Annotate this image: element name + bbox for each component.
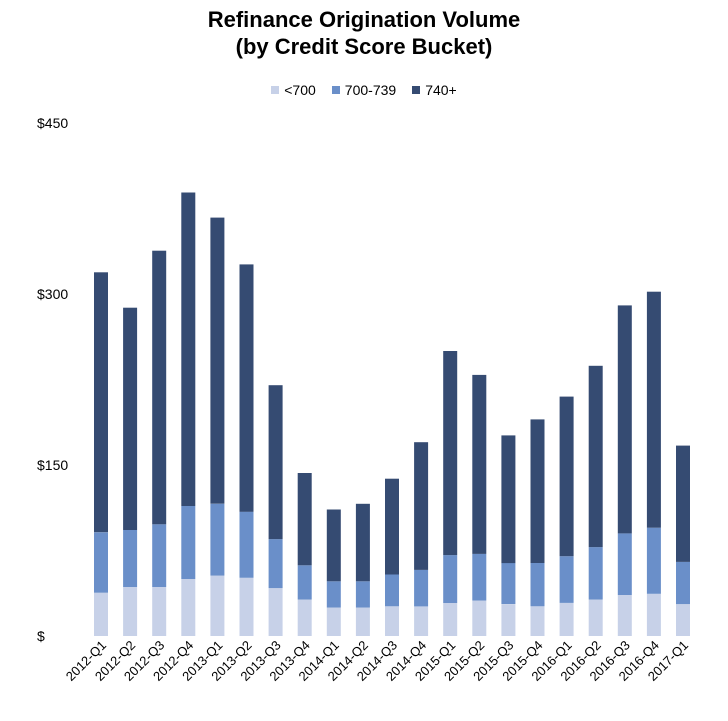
legend-item-740-plus: 740+ — [412, 82, 457, 98]
bar-segment-740-plus — [210, 217, 225, 504]
bar-segment-700-739 — [588, 547, 603, 600]
bar-segment-740-plus — [646, 291, 661, 528]
bar-segment-700-739 — [617, 533, 632, 595]
bar-segment-below-700 — [530, 606, 545, 636]
bar-segment-740-plus — [152, 250, 167, 525]
bar-segment-740-plus — [617, 305, 632, 534]
bar-segment-700-739 — [268, 539, 283, 589]
bar-segment-700-739 — [239, 511, 254, 578]
bar-segment-740-plus — [676, 445, 690, 562]
bar-segment-700-739 — [94, 532, 108, 593]
bar-segment-below-700 — [152, 587, 167, 636]
bar-segment-below-700 — [414, 606, 429, 636]
bar-segment-700-739 — [414, 569, 429, 607]
bar-segment-700-739 — [297, 565, 312, 600]
bar-segment-740-plus — [239, 264, 254, 512]
bar-segment-740-plus — [501, 435, 516, 564]
bar-segment-740-plus — [530, 419, 545, 563]
bar-segment-740-plus — [181, 192, 196, 506]
legend-label-740-plus: 740+ — [425, 82, 457, 98]
bar-segment-700-739 — [181, 506, 196, 579]
y-tick-label: $ — [37, 628, 45, 644]
y-tick-label: $450 — [37, 115, 68, 131]
bar-segment-740-plus — [94, 272, 108, 533]
legend-swatch-below-700 — [271, 86, 280, 94]
bar-segment-below-700 — [94, 592, 108, 636]
legend-label-700-739: 700-739 — [344, 82, 397, 98]
y-tick-label: $300 — [37, 286, 68, 302]
legend-swatch-740-plus — [412, 86, 421, 94]
bar-segment-below-700 — [472, 600, 487, 636]
bar-segment-740-plus — [355, 503, 370, 582]
bar-segment-700-739 — [559, 556, 574, 603]
legend-item-below-700: <700 — [271, 82, 316, 98]
legend-item-700-739: 700-739 — [331, 82, 397, 98]
bar-segment-700-739 — [152, 524, 167, 587]
bar-segment-below-700 — [676, 604, 690, 636]
bar-segment-740-plus — [385, 478, 399, 575]
bar-segment-below-700 — [181, 579, 196, 636]
bar-segment-740-plus — [123, 307, 138, 530]
chart-title: Refinance Origination Volume (by Credit … — [0, 6, 728, 60]
bar-segment-700-739 — [326, 581, 341, 608]
legend-label-below-700: <700 — [284, 82, 316, 98]
bar-segment-700-739 — [123, 530, 138, 587]
bar-segment-700-739 — [210, 503, 225, 576]
bar-segment-740-plus — [297, 473, 312, 566]
bar-segment-below-700 — [326, 607, 341, 636]
bar-segment-below-700 — [646, 593, 661, 636]
legend: <700 700-739 740+ — [0, 80, 728, 100]
bar-segment-700-739 — [355, 581, 370, 608]
bar-segment-700-739 — [676, 561, 690, 605]
bar-segment-700-739 — [501, 563, 516, 604]
bar-segment-below-700 — [588, 599, 603, 636]
bar-segment-below-700 — [355, 607, 370, 636]
bar-segment-below-700 — [123, 587, 138, 636]
bar-segment-below-700 — [239, 577, 254, 636]
bar-segment-below-700 — [617, 595, 632, 636]
bar-segment-700-739 — [443, 555, 458, 603]
bars — [94, 192, 690, 636]
bar-segment-740-plus — [414, 442, 429, 570]
bar-segment-700-739 — [385, 574, 399, 607]
chart-title-line-2: (by Credit Score Bucket) — [235, 34, 493, 59]
bar-segment-below-700 — [559, 602, 574, 636]
y-axis: $ $150 $300 $450 — [37, 115, 68, 644]
bar-segment-below-700 — [501, 604, 516, 636]
bar-segment-700-739 — [530, 563, 545, 607]
x-axis: 2012-Q12012-Q22012-Q32012-Q42013-Q12013-… — [63, 638, 691, 684]
bar-segment-740-plus — [268, 385, 283, 540]
bar-segment-700-739 — [646, 527, 661, 594]
bar-segment-below-700 — [385, 606, 399, 636]
bar-segment-740-plus — [443, 351, 458, 556]
bar-segment-740-plus — [559, 396, 574, 557]
bar-segment-740-plus — [472, 374, 487, 554]
chart-title-line-1: Refinance Origination Volume — [207, 7, 521, 32]
bar-segment-below-700 — [268, 588, 283, 636]
y-tick-label: $150 — [37, 457, 68, 473]
bar-segment-700-739 — [472, 553, 487, 601]
bar-segment-below-700 — [210, 575, 225, 636]
bar-segment-740-plus — [326, 509, 341, 582]
legend-swatch-700-739 — [331, 86, 340, 94]
bar-segment-740-plus — [588, 365, 603, 548]
bar-segment-below-700 — [297, 599, 312, 636]
bar-segment-below-700 — [443, 602, 458, 636]
